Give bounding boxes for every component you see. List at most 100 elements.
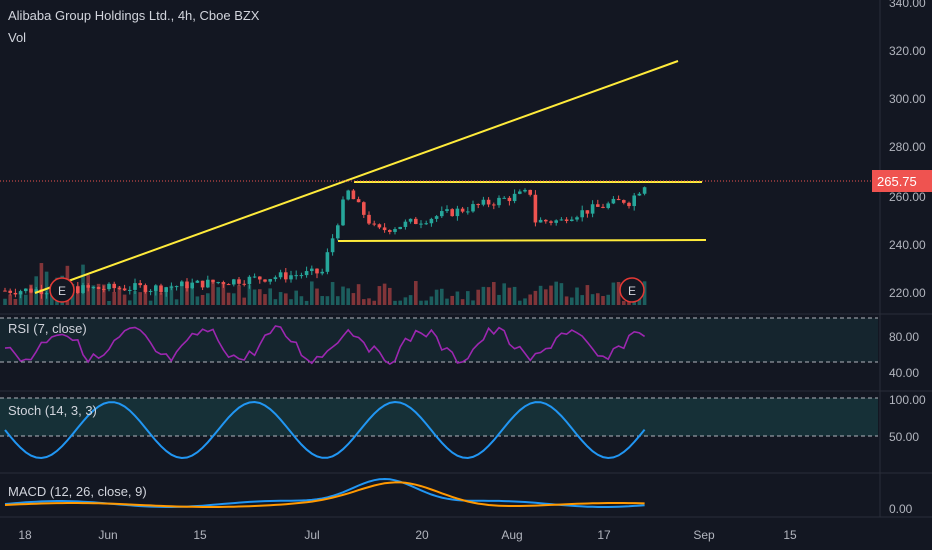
volume-bar — [351, 293, 356, 305]
volume-bar — [544, 289, 548, 305]
volume-bar — [450, 295, 454, 305]
candle-body — [544, 219, 548, 222]
candle-body — [325, 252, 330, 272]
volume-bar — [492, 282, 496, 305]
volume-bar — [585, 285, 590, 305]
volume-bar — [320, 296, 324, 305]
price-tick-label: 300.00 — [889, 92, 926, 106]
x-axis-label: 18 — [18, 528, 32, 542]
volume-bar — [304, 300, 309, 305]
macd-tick-label: 0.00 — [889, 502, 913, 516]
volume-bar — [289, 299, 293, 305]
candle-body — [481, 199, 486, 205]
candle-body — [346, 190, 350, 200]
volume-bar — [533, 290, 538, 305]
volume-bar — [362, 299, 366, 305]
volume-bar — [580, 295, 584, 305]
volume-bar — [518, 300, 522, 305]
volume-bar — [564, 296, 569, 305]
volume-bar — [180, 281, 184, 305]
rising-trendline — [34, 60, 679, 294]
candle-body — [185, 281, 189, 289]
candle-body — [211, 279, 215, 283]
candle-body — [642, 187, 647, 194]
candle-body — [195, 280, 200, 283]
volume-bar — [107, 300, 111, 305]
candle-body — [616, 198, 621, 201]
candle-body — [206, 279, 210, 288]
volume-bar — [81, 264, 85, 305]
candle-body — [538, 219, 543, 223]
volume-bar — [206, 293, 210, 305]
volume-bar — [356, 284, 361, 305]
candle-body — [341, 199, 345, 226]
candle-body — [627, 202, 631, 207]
volume-bar — [330, 282, 335, 305]
candle-body — [24, 288, 28, 292]
volume-bar — [601, 296, 605, 305]
candle-body — [554, 220, 558, 223]
volume-bar — [263, 294, 267, 305]
volume-bar — [622, 300, 626, 305]
volume-bar — [91, 285, 96, 305]
candle-body — [393, 229, 397, 232]
volume-bar — [122, 294, 127, 305]
volume-bar — [325, 296, 330, 305]
macd-legend[interactable]: MACD (12, 26, close, 9) — [8, 484, 147, 499]
rsi-legend[interactable]: RSI (7, close) — [8, 321, 87, 336]
candle-body — [486, 199, 491, 205]
volume-bar — [377, 286, 382, 305]
volume-bar — [133, 291, 137, 305]
volume-bar — [128, 300, 132, 305]
candle-body — [356, 199, 361, 203]
price-tick-label: 240.00 — [889, 238, 926, 252]
volume-bar — [169, 285, 174, 305]
volume-bar — [642, 281, 647, 305]
candle-body — [434, 216, 439, 219]
candle-body — [362, 202, 366, 215]
volume-bar — [232, 293, 236, 305]
volume-bar — [575, 287, 579, 305]
candle-body — [523, 189, 527, 192]
candle-body — [559, 219, 564, 221]
candle-body — [596, 204, 600, 207]
x-axis-label: 15 — [783, 528, 797, 542]
candle-body — [148, 290, 153, 292]
rsi-tick-label: 80.00 — [889, 330, 919, 344]
candle-body — [445, 209, 449, 212]
candle-body — [570, 219, 574, 221]
volume-legend[interactable]: Vol — [8, 30, 27, 45]
volume-bar — [247, 285, 252, 305]
volume-bar — [403, 297, 408, 305]
candle-body — [414, 218, 418, 225]
stoch-legend[interactable]: Stoch (14, 3, 3) — [8, 403, 97, 418]
volume-bar — [221, 283, 226, 305]
volume-bar — [8, 294, 12, 305]
volume-bar — [13, 298, 18, 305]
volume-bar — [455, 291, 460, 305]
candle-body — [200, 280, 205, 288]
price-tick-label: 340.00 — [889, 0, 926, 10]
price-tick-label: 320.00 — [889, 44, 926, 58]
volume-bar — [434, 289, 439, 305]
volume-bar — [216, 287, 220, 305]
symbol-legend[interactable]: Alibaba Group Holdings Ltd., 4h, Cboe BZ… — [8, 8, 260, 23]
candle-body — [372, 223, 376, 225]
volume-bar — [590, 294, 595, 305]
candle-body — [133, 283, 137, 290]
last-price-tag: 265.75 — [872, 170, 932, 192]
volume-bar — [445, 298, 449, 305]
volume-bar — [86, 275, 90, 305]
x-axis-label: Sep — [693, 528, 715, 542]
rsi-line — [4, 325, 646, 365]
volume-bar — [481, 286, 486, 305]
x-axis-label: 17 — [597, 528, 611, 542]
volume-bar — [466, 291, 470, 305]
volume-bar — [424, 300, 428, 305]
candle-body — [226, 284, 231, 286]
volume-bar — [538, 285, 543, 305]
x-axis-label: Aug — [501, 528, 522, 542]
candle-body — [112, 283, 116, 289]
